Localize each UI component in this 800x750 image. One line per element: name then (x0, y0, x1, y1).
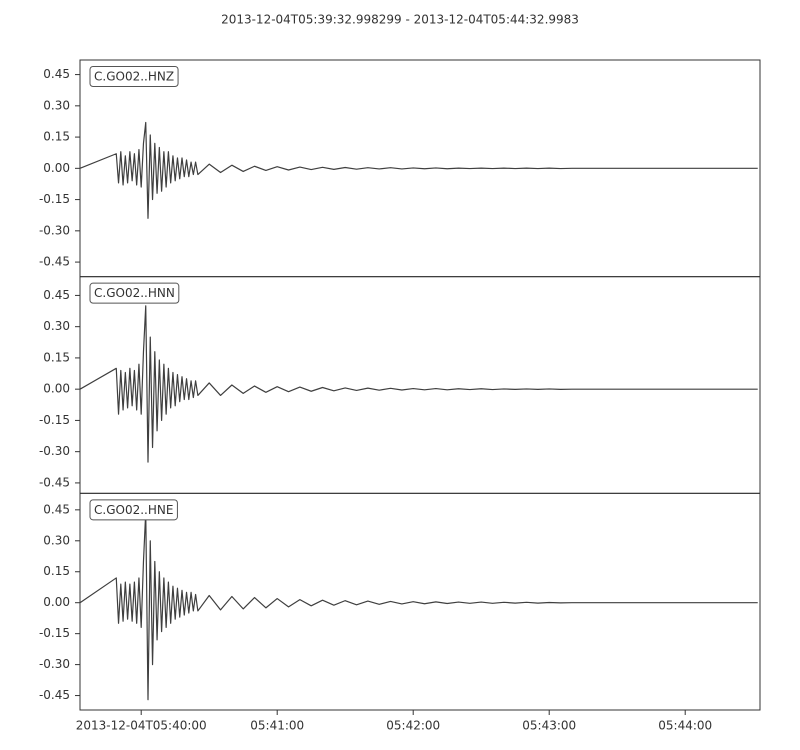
y-tick-label: 0.30 (43, 98, 70, 112)
x-tick-label: 05:44:00 (658, 719, 712, 733)
y-tick-label: 0.45 (43, 502, 70, 516)
y-tick-label: -0.30 (39, 657, 70, 671)
x-tick-label: 05:42:00 (386, 719, 440, 733)
y-tick-label: -0.45 (39, 255, 70, 269)
y-tick-label: 0.15 (43, 564, 70, 578)
x-tick-label: 05:41:00 (250, 719, 304, 733)
y-tick-label: -0.30 (39, 444, 70, 458)
panel-frame (79, 492, 761, 711)
x-tick-label: 05:43:00 (522, 719, 576, 733)
trace (79, 121, 758, 219)
y-tick-label: -0.45 (39, 688, 70, 702)
y-tick-label: 0.30 (43, 319, 70, 333)
y-tick-label: -0.15 (39, 626, 70, 640)
trace-label-box (89, 282, 180, 304)
y-tick-label: -0.30 (39, 223, 70, 237)
x-tick-label: 2013-12-04T05:40:00 (76, 719, 207, 733)
y-tick-label: -0.15 (39, 192, 70, 206)
y-tick-label: 0.15 (43, 130, 70, 144)
y-tick-label: 0.30 (43, 533, 70, 547)
trace-label: C.GO02..HNE (94, 503, 173, 517)
y-tick-label: 0.45 (43, 67, 70, 81)
y-tick-label: -0.15 (39, 413, 70, 427)
trace-label-box (89, 499, 178, 521)
panel-frame (79, 276, 761, 494)
trace-label-box (89, 66, 179, 87)
trace-label: C.GO02..HNN (94, 286, 175, 300)
trace-label: C.GO02..HNZ (94, 70, 174, 84)
y-tick-label: 0.15 (43, 350, 70, 364)
trace (79, 305, 758, 463)
y-tick-label: 0.00 (43, 595, 70, 609)
y-tick-label: -0.45 (39, 475, 70, 489)
y-tick-label: 0.00 (43, 382, 70, 396)
chart-title: 2013-12-04T05:39:32.998299 - 2013-12-04T… (221, 13, 579, 27)
y-tick-label: 0.45 (43, 288, 70, 302)
trace (79, 511, 758, 701)
y-tick-label: 0.00 (43, 161, 70, 175)
